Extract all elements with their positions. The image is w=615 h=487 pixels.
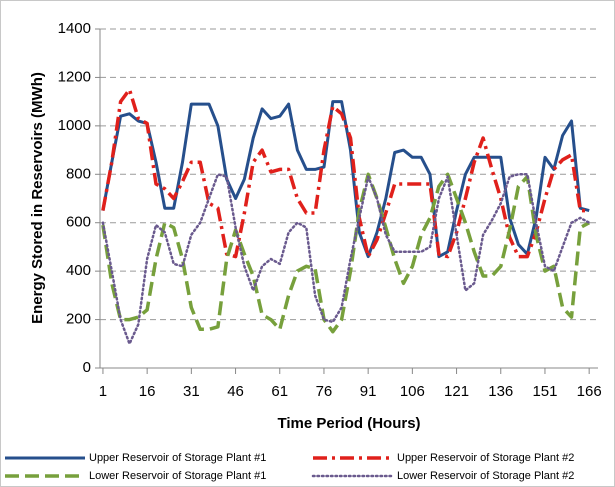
x-tick-label: 76: [316, 383, 333, 400]
x-tick-label: 151: [532, 383, 557, 400]
x-tick-label: 106: [400, 383, 425, 400]
y-tick-label: 400: [66, 262, 91, 279]
legend-label: Upper Reservoir of Storage Plant #2: [397, 452, 574, 464]
y-tick-label: 600: [66, 214, 91, 231]
legend-label: Lower Reservoir of Storage Plant #2: [397, 470, 574, 482]
x-tick-label: 91: [360, 383, 377, 400]
legend-label: Lower Reservoir of Storage Plant #1: [89, 470, 266, 482]
series-line: [101, 173, 591, 346]
y-tick-label: 200: [66, 311, 91, 328]
x-tick-label: 121: [444, 383, 469, 400]
x-tick-label: 61: [271, 383, 288, 400]
x-tick-label: 166: [577, 383, 602, 400]
x-tick-label: 136: [488, 383, 513, 400]
x-tick-label: 46: [227, 383, 244, 400]
y-tick-label: 1000: [58, 117, 91, 134]
x-tick-label: 31: [183, 383, 200, 400]
x-tick-label: 16: [139, 383, 156, 400]
y-tick-label: 1200: [58, 68, 91, 85]
y-tick-label: 0: [83, 359, 91, 376]
series-line: [101, 87, 590, 259]
series-line: [101, 172, 591, 334]
y-tick-label: 1400: [58, 20, 91, 37]
y-axis-label: Energy Stored in Reservoirs (MWh): [29, 72, 46, 324]
x-axis-label: Time Period (Hours): [277, 415, 420, 432]
legend-label: Upper Reservoir of Storage Plant #1: [89, 452, 266, 464]
x-tick-label: 1: [99, 383, 107, 400]
y-tick-label: 800: [66, 165, 91, 182]
